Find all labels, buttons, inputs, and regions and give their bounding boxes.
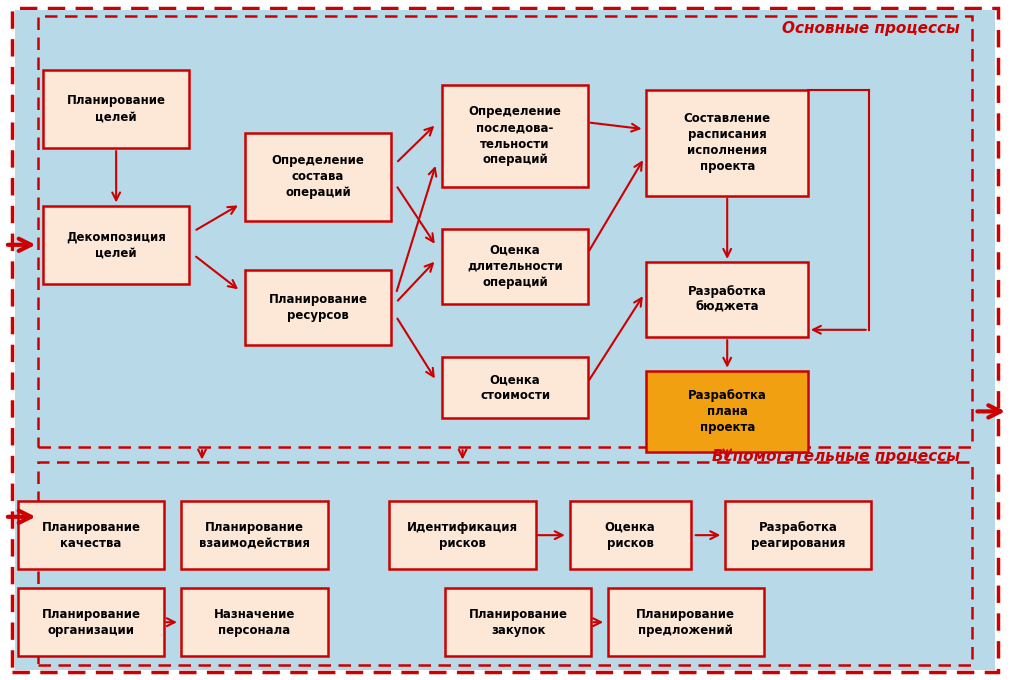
Text: Разработка
бюджета: Разработка бюджета (688, 285, 767, 313)
Bar (390, 501, 535, 569)
Text: Планирование
качества: Планирование качества (41, 521, 140, 549)
Bar (608, 588, 765, 656)
Text: Разработка
плана
проекта: Разработка плана проекта (688, 389, 767, 434)
Bar (18, 501, 164, 569)
Bar (442, 357, 588, 418)
Text: Разработка
реагирования: Разработка реагирования (750, 521, 845, 549)
Text: Оценка
стоимости: Оценка стоимости (480, 373, 550, 402)
Text: Планирование
целей: Планирование целей (67, 95, 166, 123)
Text: Составление
расписания
исполнения
проекта: Составление расписания исполнения проект… (684, 112, 771, 173)
Bar (445, 588, 592, 656)
Bar (442, 85, 588, 187)
Text: Планирование
организации: Планирование организации (41, 608, 140, 636)
Bar (182, 501, 327, 569)
Bar (38, 16, 972, 447)
Bar (43, 70, 190, 148)
Bar (646, 371, 808, 452)
Text: Назначение
персонала: Назначение персонала (214, 608, 295, 636)
Text: Планирование
закупок: Планирование закупок (469, 608, 568, 636)
Text: Вспомогательные процессы: Вспомогательные процессы (711, 449, 960, 464)
Bar (646, 262, 808, 337)
Bar (570, 501, 691, 569)
Text: Определение
состава
операций: Определение состава операций (272, 154, 365, 199)
Bar (442, 229, 588, 304)
Text: Оценка
рисков: Оценка рисков (605, 521, 655, 549)
Text: Планирование
взаимодействия: Планирование взаимодействия (199, 521, 310, 549)
Text: Декомпозиция
целей: Декомпозиция целей (67, 231, 166, 259)
Bar (182, 588, 327, 656)
Text: Оценка
длительности
операций: Оценка длительности операций (468, 244, 563, 289)
Text: Определение
последова-
тельности
операций: Определение последова- тельности операци… (469, 105, 562, 167)
Bar (18, 588, 164, 656)
Bar (725, 501, 872, 569)
Bar (244, 133, 391, 221)
Bar (38, 462, 972, 665)
Text: Основные процессы: Основные процессы (782, 21, 960, 36)
Bar (43, 205, 190, 284)
Bar (244, 270, 391, 345)
Text: Планирование
предложений: Планирование предложений (636, 608, 735, 636)
Text: Планирование
ресурсов: Планирование ресурсов (269, 293, 368, 322)
Text: Идентификация
рисков: Идентификация рисков (407, 521, 518, 549)
Bar (646, 90, 808, 196)
